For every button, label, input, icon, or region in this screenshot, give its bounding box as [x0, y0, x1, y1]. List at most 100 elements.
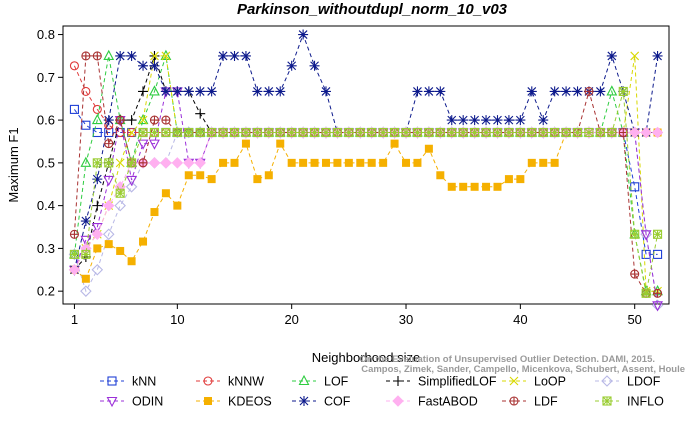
data-point-knnw [81, 86, 91, 96]
data-point-kdeos [436, 171, 445, 180]
data-point-cof [138, 60, 149, 71]
x-tick-label: 1 [71, 312, 78, 327]
legend-marker-simplifiedlof [393, 376, 403, 386]
data-point-ldf [115, 115, 125, 125]
data-point-ldof [68, 248, 81, 261]
data-point-lof [103, 49, 115, 60]
data-point-inflo [390, 127, 400, 138]
data-point-inflo [458, 127, 468, 138]
data-point-kdeos [230, 158, 239, 167]
data-point-cof [492, 115, 503, 126]
data-point-inflo [538, 127, 548, 138]
data-point-inflo [618, 86, 628, 96]
series-cof [69, 29, 663, 275]
data-point-inflo [572, 127, 583, 138]
y-tick-label: 0.7 [37, 70, 55, 85]
data-point-cof [92, 174, 103, 185]
data-point-knnw [115, 127, 125, 138]
data-point-kdeos [390, 139, 399, 148]
data-point-inflo [218, 127, 228, 138]
data-point-kdeos [402, 158, 411, 167]
data-point-cof [80, 216, 91, 227]
data-point-kdeos [493, 182, 502, 191]
data-point-lof [91, 113, 103, 125]
data-point-kdeos [447, 182, 456, 191]
data-point-ldf [149, 115, 160, 125]
data-point-inflo [435, 127, 445, 138]
legend-marker-knnw [203, 376, 213, 386]
data-point-fastabod [171, 157, 184, 169]
data-point-cof [275, 86, 286, 97]
legend-label-cof: COF [324, 395, 351, 409]
data-point-cof [286, 60, 297, 71]
legend-label-knn: kNN [132, 375, 156, 389]
data-point-inflo [653, 229, 663, 239]
data-point-ldf [92, 51, 102, 61]
data-point-cof [263, 86, 274, 97]
series-line-fastabod [73, 132, 658, 271]
legend-item-simplifiedlof: SimplifiedLOF [386, 375, 497, 389]
x-tick-label: 10 [170, 312, 184, 327]
legend-item-knn: kNN [100, 375, 156, 389]
data-point-kdeos [539, 158, 548, 167]
y-tick-label: 0.2 [37, 284, 55, 299]
data-point-kdeos [253, 175, 262, 184]
data-point-inflo [275, 127, 285, 138]
series-line-inflo [74, 91, 659, 294]
data-point-kdeos [356, 158, 365, 167]
data-point-inflo [127, 158, 137, 168]
data-point-kdeos [139, 237, 148, 246]
data-point-fastabod [640, 126, 652, 139]
data-point-loop [630, 51, 640, 61]
data-point-kdeos [321, 158, 330, 167]
data-point-fastabod [160, 157, 172, 169]
data-point-kdeos [207, 175, 216, 184]
data-point-ldof [102, 228, 115, 241]
data-point-kdeos [173, 201, 182, 210]
data-point-inflo [172, 127, 182, 138]
x-axis: 1 10 20 30 40 50 [71, 304, 642, 327]
data-point-knn [641, 249, 651, 259]
data-point-fastabod [91, 228, 104, 240]
legend-label-loop: LoOP [534, 375, 566, 389]
data-point-cof [458, 115, 469, 126]
data-point-cof [595, 86, 606, 97]
data-point-odin [103, 175, 115, 187]
data-point-kdeos [287, 158, 296, 167]
data-point-ldf [618, 127, 628, 138]
data-point-kdeos [299, 158, 308, 167]
data-point-ldf [138, 158, 148, 168]
series-knn [69, 104, 663, 259]
data-point-kdeos [413, 158, 422, 167]
data-point-inflo [355, 127, 365, 138]
legend-label-knnw: kNNW [228, 375, 264, 389]
data-point-kdeos [219, 158, 228, 167]
data-point-loop [127, 128, 136, 137]
data-point-kdeos [424, 144, 433, 153]
data-point-kdeos [333, 158, 342, 167]
legend-marker-knn [107, 376, 117, 386]
data-point-cof [160, 86, 171, 97]
data-point-inflo [161, 127, 171, 138]
data-point-cof [435, 86, 446, 97]
data-point-cof [103, 115, 114, 126]
data-point-cof [206, 86, 217, 97]
data-point-inflo [115, 188, 125, 198]
data-point-inflo [424, 127, 434, 138]
data-point-fastabod [68, 264, 81, 276]
data-point-inflo [344, 127, 354, 138]
data-point-inflo [504, 127, 514, 138]
legend-marker-ldf [509, 396, 519, 406]
data-point-kdeos [127, 257, 136, 266]
data-point-cof [172, 86, 183, 97]
data-point-kdeos [104, 240, 113, 249]
data-point-kdeos [550, 158, 559, 167]
data-point-cof [606, 50, 617, 61]
data-point-inflo [378, 127, 388, 138]
legend-label-fastabod: FastABOD [418, 395, 478, 409]
legend-marker-loop [509, 376, 519, 386]
data-point-kdeos [504, 175, 513, 184]
data-point-lof [137, 113, 149, 125]
data-point-cof [538, 115, 549, 126]
